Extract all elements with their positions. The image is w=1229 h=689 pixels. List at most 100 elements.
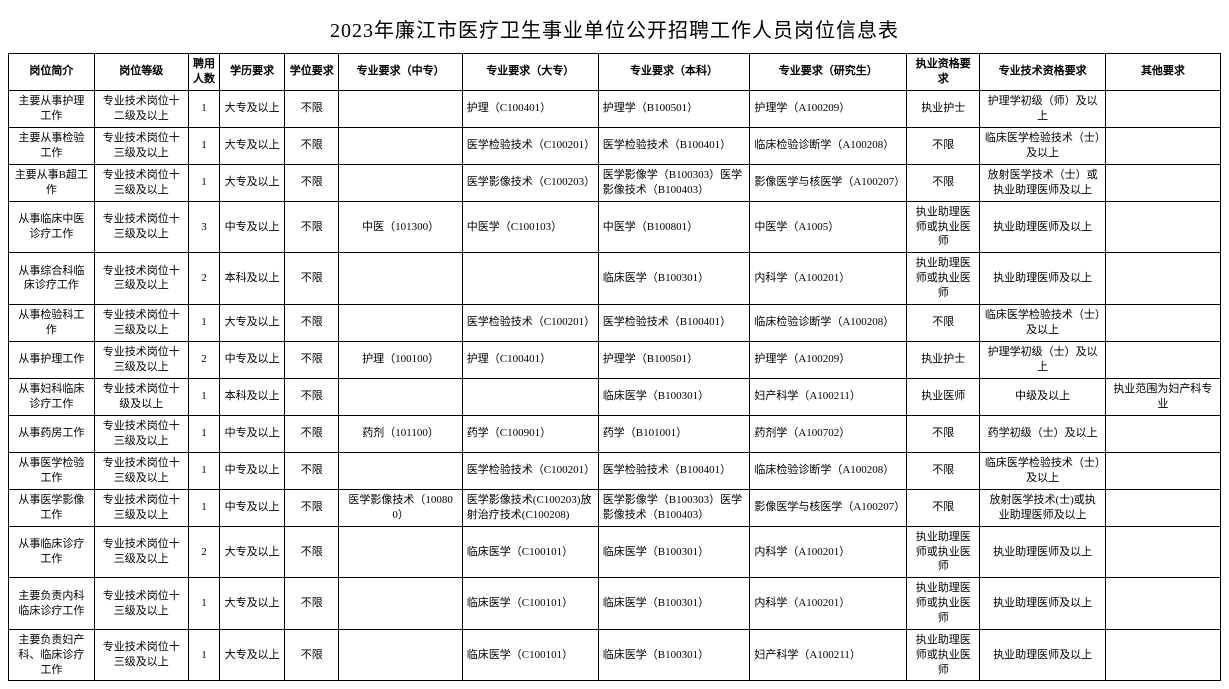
cell-edu: 大专及以上	[220, 164, 285, 201]
cell-count: 2	[188, 253, 219, 305]
cell-bk: 护理学（B100501）	[598, 90, 750, 127]
cell-zz	[339, 304, 462, 341]
cell-other	[1105, 415, 1220, 452]
col-level: 岗位等级	[94, 54, 188, 91]
cell-edu: 中专及以上	[220, 489, 285, 526]
table-row: 从事临床诊疗工作专业技术岗位十三级及以上2大专及以上不限临床医学（C100101…	[9, 526, 1221, 578]
cell-other	[1105, 452, 1220, 489]
cell-bk: 临床医学（B100301）	[598, 253, 750, 305]
cell-edu: 本科及以上	[220, 253, 285, 305]
cell-degree: 不限	[285, 201, 339, 253]
cell-zyjs: 临床医学检验技术（士）及以上	[980, 127, 1105, 164]
cell-yjs: 中医学（A1005）	[750, 201, 907, 253]
table-row: 从事妇科临床诊疗工作专业技术岗位十级及以上1本科及以上不限临床医学（B10030…	[9, 378, 1221, 415]
cell-zz: 医学影像技术（100800）	[339, 489, 462, 526]
table-header-row: 岗位简介 岗位等级 聘用人数 学历要求 学位要求 专业要求（中专） 专业要求（大…	[9, 54, 1221, 91]
cell-other	[1105, 127, 1220, 164]
table-row: 从事综合科临床诊疗工作专业技术岗位十三级及以上2本科及以上不限临床医学（B100…	[9, 253, 1221, 305]
cell-bk: 临床医学（B100301）	[598, 526, 750, 578]
table-row: 主要负责妇产科、临床诊疗工作专业技术岗位十三级及以上1大专及以上不限临床医学（C…	[9, 629, 1221, 681]
cell-level: 专业技术岗位十三级及以上	[94, 526, 188, 578]
cell-zz	[339, 452, 462, 489]
cell-edu: 大专及以上	[220, 304, 285, 341]
cell-zyjs: 放射医学技术(士)或执业助理医师及以上	[980, 489, 1105, 526]
cell-yjs: 临床检验诊断学（A100208）	[750, 452, 907, 489]
cell-zz	[339, 164, 462, 201]
cell-dz: 药学（C100901）	[462, 415, 598, 452]
cell-yjs: 内科学（A100201）	[750, 526, 907, 578]
cell-zz	[339, 378, 462, 415]
cell-zyzg: 执业助理医师或执业医师	[907, 201, 980, 253]
cell-edu: 大专及以上	[220, 578, 285, 630]
cell-degree: 不限	[285, 378, 339, 415]
cell-level: 专业技术岗位十三级及以上	[94, 164, 188, 201]
cell-dz: 医学影像技术（C100203）	[462, 164, 598, 201]
cell-zz: 中医（101300）	[339, 201, 462, 253]
cell-yjs: 临床检验诊断学（A100208）	[750, 127, 907, 164]
col-zz: 专业要求（中专）	[339, 54, 462, 91]
cell-level: 专业技术岗位十三级及以上	[94, 253, 188, 305]
cell-zyjs: 临床医学检验技术（士）及以上	[980, 452, 1105, 489]
cell-intro: 主要从事检验工作	[9, 127, 95, 164]
cell-zz	[339, 578, 462, 630]
cell-level: 专业技术岗位十三级及以上	[94, 127, 188, 164]
cell-zyzg: 执业助理医师或执业医师	[907, 629, 980, 681]
cell-degree: 不限	[285, 341, 339, 378]
cell-dz: 护理（C100401）	[462, 341, 598, 378]
cell-zz: 药剂（101100）	[339, 415, 462, 452]
table-body: 主要从事护理工作专业技术岗位十二级及以上1大专及以上不限护理（C100401）护…	[9, 90, 1221, 681]
cell-count: 1	[188, 304, 219, 341]
cell-dz: 临床医学（C100101）	[462, 578, 598, 630]
cell-degree: 不限	[285, 127, 339, 164]
cell-level: 专业技术岗位十三级及以上	[94, 415, 188, 452]
table-row: 从事医学检验工作专业技术岗位十三级及以上1中专及以上不限医学检验技术（C1002…	[9, 452, 1221, 489]
cell-zyzg: 执业助理医师或执业医师	[907, 253, 980, 305]
cell-level: 专业技术岗位十三级及以上	[94, 452, 188, 489]
cell-level: 专业技术岗位十三级及以上	[94, 201, 188, 253]
cell-zyjs: 临床医学检验技术（士）及以上	[980, 304, 1105, 341]
cell-yjs: 护理学（A100209）	[750, 341, 907, 378]
cell-zz	[339, 90, 462, 127]
cell-edu: 中专及以上	[220, 452, 285, 489]
cell-intro: 从事药房工作	[9, 415, 95, 452]
cell-dz: 中医学（C100103）	[462, 201, 598, 253]
cell-count: 1	[188, 629, 219, 681]
cell-level: 专业技术岗位十三级及以上	[94, 341, 188, 378]
cell-intro: 从事护理工作	[9, 341, 95, 378]
cell-bk: 医学影像学（B100303）医学影像技术（B100403）	[598, 489, 750, 526]
table-row: 从事药房工作专业技术岗位十三级及以上1中专及以上不限药剂（101100）药学（C…	[9, 415, 1221, 452]
cell-zz	[339, 127, 462, 164]
cell-zyzg: 不限	[907, 489, 980, 526]
table-row: 主要从事护理工作专业技术岗位十二级及以上1大专及以上不限护理（C100401）护…	[9, 90, 1221, 127]
cell-other	[1105, 341, 1220, 378]
cell-level: 专业技术岗位十二级及以上	[94, 90, 188, 127]
cell-zz	[339, 253, 462, 305]
cell-degree: 不限	[285, 304, 339, 341]
cell-bk: 护理学（B100501）	[598, 341, 750, 378]
cell-bk: 医学检验技术（B100401）	[598, 304, 750, 341]
cell-other	[1105, 90, 1220, 127]
cell-edu: 中专及以上	[220, 415, 285, 452]
cell-level: 专业技术岗位十三级及以上	[94, 578, 188, 630]
cell-edu: 中专及以上	[220, 201, 285, 253]
cell-zyzg: 执业助理医师或执业医师	[907, 526, 980, 578]
cell-bk: 临床医学（B100301）	[598, 629, 750, 681]
cell-count: 1	[188, 578, 219, 630]
cell-intro: 主要负责妇产科、临床诊疗工作	[9, 629, 95, 681]
cell-yjs: 内科学（A100201）	[750, 578, 907, 630]
cell-intro: 从事临床诊疗工作	[9, 526, 95, 578]
cell-bk: 医学检验技术（B100401）	[598, 127, 750, 164]
col-count: 聘用人数	[188, 54, 219, 91]
col-yjs: 专业要求（研究生）	[750, 54, 907, 91]
col-bk: 专业要求（本科）	[598, 54, 750, 91]
col-edu: 学历要求	[220, 54, 285, 91]
cell-zyzg: 执业医师	[907, 378, 980, 415]
cell-bk: 药学（B101001）	[598, 415, 750, 452]
cell-zyjs: 执业助理医师及以上	[980, 578, 1105, 630]
cell-yjs: 妇产科学（A100211）	[750, 378, 907, 415]
cell-zyjs: 放射医学技术（士）或执业助理医师及以上	[980, 164, 1105, 201]
job-table: 岗位简介 岗位等级 聘用人数 学历要求 学位要求 专业要求（中专） 专业要求（大…	[8, 53, 1221, 681]
cell-count: 2	[188, 526, 219, 578]
cell-zyzg: 执业护士	[907, 90, 980, 127]
cell-dz: 医学影像技术(C100203)放射治疗技术(C100208)	[462, 489, 598, 526]
